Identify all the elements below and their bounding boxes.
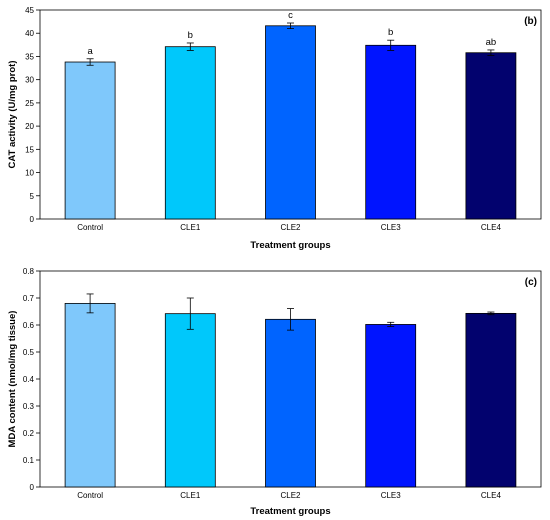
panel-1-y-tick-label: 0.8 (23, 267, 35, 276)
panel-0-x-tick-label: CLE2 (280, 223, 301, 232)
panel-0-x-tick-label: CLE1 (180, 223, 201, 232)
panel-0-bar-cle4 (465, 52, 517, 220)
panel-0-y-tick-label: 30 (25, 76, 34, 85)
panel-1-y-tick-label: 0.2 (23, 429, 35, 438)
panel-0-y-tick-label: 25 (25, 99, 34, 108)
panel-0-x-tick-label: CLE3 (381, 223, 402, 232)
panel-1-y-tick-label: 0.7 (23, 294, 35, 303)
panel-1-x-tick-label: CLE3 (381, 491, 402, 500)
panel-1-bar-control (64, 302, 116, 488)
panel-1-y-tick-label: 0.4 (23, 375, 35, 384)
panel-1-x-tick-label: CLE2 (280, 491, 301, 500)
panel-0-y-tick-label: 20 (25, 122, 34, 131)
panel-0-significance-label: ab (486, 37, 497, 48)
panel-0-bar-cle3 (365, 44, 417, 220)
panel-1-y-axis-title: MDA content (nmol/mg tissue) (7, 311, 18, 448)
panel-0-significance-label: b (188, 30, 193, 41)
panel-0-significance-label: a (87, 46, 93, 57)
panel-0-y-tick-label: 40 (25, 29, 34, 38)
panel-1-bar-cle2 (265, 318, 316, 488)
panel-1-x-tick-label: Control (77, 491, 103, 500)
panel-0-significance-label: c (288, 10, 293, 21)
panel-0-bar-cle2 (265, 25, 316, 220)
panel-1-x-axis-title: Treatment groups (250, 506, 330, 517)
panel-0-y-tick-label: 35 (25, 52, 34, 61)
panel-0-y-tick-label: 0 (30, 215, 35, 224)
panel-0-x-tick-label: CLE4 (481, 223, 502, 232)
panel-1-x-tick-label: CLE4 (481, 491, 502, 500)
panel-1-x-tick-label: CLE1 (180, 491, 201, 500)
panel-0-y-tick-label: 5 (30, 192, 35, 201)
panel-1-bar-cle1 (164, 313, 216, 488)
panel-0-significance-label: b (388, 27, 393, 38)
panel-0-bar-cle1 (164, 46, 216, 220)
panel-1-y-tick-label: 0.5 (23, 348, 35, 357)
panel-1-y-tick-label: 0.1 (23, 456, 35, 465)
panel-0-x-axis-title: Treatment groups (250, 240, 330, 251)
panel-0-y-tick-label: 45 (25, 6, 34, 15)
panel-1-panel-tag: (c) (525, 277, 537, 288)
panel-0-y-tick-label: 15 (25, 145, 34, 154)
panel-1-bar-cle3 (365, 324, 417, 488)
panel-0-y-tick-label: 10 (25, 169, 34, 178)
panel-1-bar-cle4 (465, 312, 517, 488)
panel-0-x-tick-label: Control (77, 223, 103, 232)
panel-0-bar-control (64, 61, 116, 220)
panel-0-y-axis-title: CAT activity (U/mg prot) (7, 60, 18, 168)
panel-1-y-tick-label: 0.3 (23, 402, 35, 411)
panel-0-panel-tag: (b) (524, 16, 537, 27)
panel-1-y-tick-label: 0.6 (23, 321, 35, 330)
panel-1-y-tick-label: 0 (30, 483, 35, 492)
